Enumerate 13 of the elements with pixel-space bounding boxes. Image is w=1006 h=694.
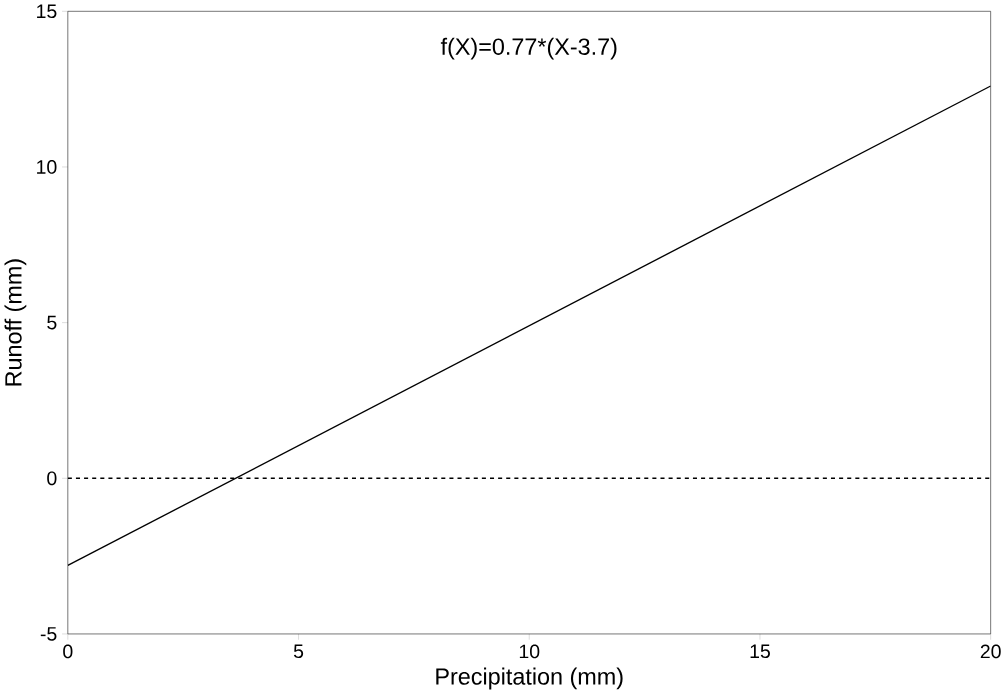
x-tick-label: 20 <box>980 644 1001 659</box>
x-tick-label: 10 <box>519 644 540 659</box>
y-tick-label: 0 <box>47 471 57 486</box>
y-axis-title: Runoff (mm) <box>4 259 27 386</box>
annotation: f(X)=0.77*(X-3.7) <box>440 37 617 60</box>
y-tick-label: 10 <box>37 160 57 174</box>
x-tick-label: 5 <box>293 644 304 659</box>
x-axis-title: Precipitation (mm) <box>436 667 623 690</box>
y-tick-label: 15 <box>37 4 57 19</box>
y-tick-label: 5 <box>47 315 57 330</box>
x-tick-label: 15 <box>750 644 770 659</box>
x-tick-label: 0 <box>63 644 73 659</box>
y-tick-label: -5 <box>40 627 57 641</box>
